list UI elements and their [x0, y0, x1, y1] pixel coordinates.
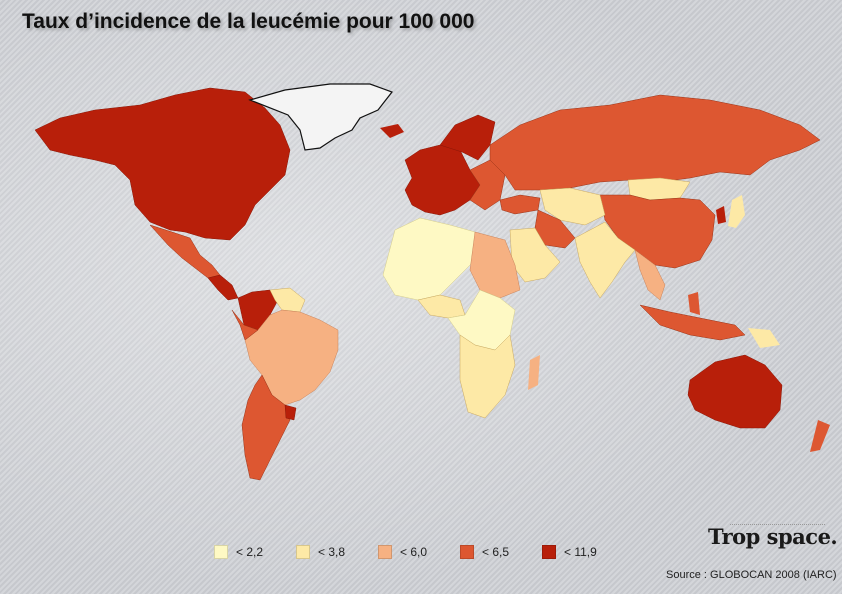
region-peru	[231, 309, 259, 341]
legend-item: < 6,5	[460, 545, 542, 559]
region-philippines	[688, 292, 700, 315]
legend-swatch	[460, 545, 474, 559]
region-india	[574, 221, 636, 299]
legend-item: < 2,2	[214, 545, 296, 559]
logo-divider	[730, 524, 825, 526]
region-turkey	[499, 194, 541, 215]
region-greenland	[248, 83, 393, 151]
region-iceland	[380, 124, 404, 138]
map-title: Taux d’incidence de la leucémie pour 100…	[22, 10, 475, 33]
world-map	[34, 83, 830, 481]
region-north-africa	[382, 217, 476, 301]
legend-label: < 11,9	[564, 545, 597, 559]
region-new-guinea	[748, 328, 780, 348]
legend-item: < 6,0	[378, 545, 460, 559]
legend-label: < 6,5	[482, 545, 510, 559]
legend: < 2,2 < 3,8 < 6,0 < 6,5 < 11,9	[214, 545, 624, 559]
region-australia	[687, 354, 783, 429]
legend-swatch	[378, 545, 392, 559]
legend-swatch	[542, 545, 556, 559]
source-note: Source : GLOBOCAN 2008 (IARC)	[666, 569, 837, 581]
region-venezuela	[269, 287, 306, 313]
region-madagascar	[528, 355, 540, 390]
brand-logo: Trop space.	[708, 524, 838, 549]
region-southern-africa	[459, 334, 516, 419]
legend-swatch	[296, 545, 310, 559]
region-indonesia	[639, 304, 746, 341]
region-japan	[728, 195, 745, 228]
region-west-africa	[417, 294, 466, 319]
region-brazil	[244, 309, 339, 406]
region-korea	[716, 206, 726, 224]
region-scandinavia	[439, 114, 496, 161]
region-central-asia	[539, 187, 606, 226]
legend-label: < 2,2	[236, 545, 264, 559]
region-central-america	[207, 274, 239, 301]
region-russia	[489, 94, 821, 191]
legend-label: < 3,8	[318, 545, 346, 559]
legend-item: < 3,8	[296, 545, 378, 559]
region-southeast-asia	[634, 249, 666, 301]
region-egypt-sudan	[469, 231, 521, 299]
legend-item: < 11,9	[542, 545, 624, 559]
region-uruguay	[284, 404, 297, 421]
region-new-zealand	[810, 420, 830, 452]
legend-swatch	[214, 545, 228, 559]
region-north-america	[34, 87, 291, 241]
legend-label: < 6,0	[400, 545, 428, 559]
